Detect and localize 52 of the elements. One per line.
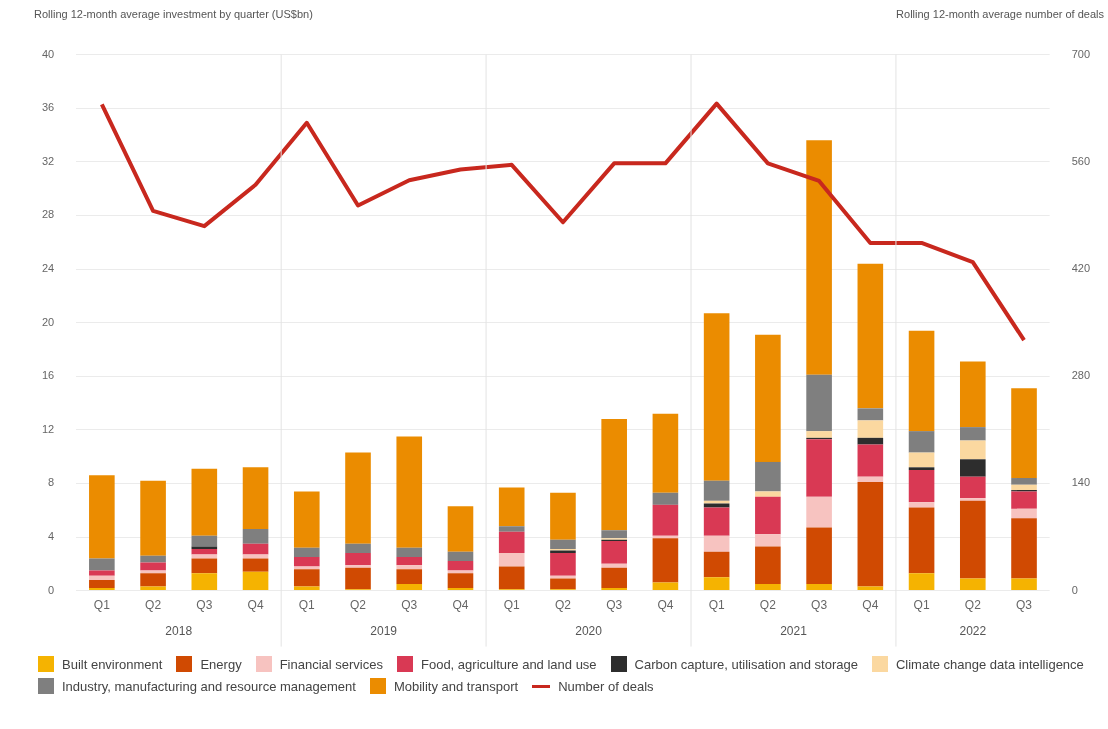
y2-tick-label: 700 [1071, 47, 1091, 60]
x-tick-label: Q2 [145, 598, 162, 613]
y-tick-label: 28 [41, 208, 55, 221]
x-tick-label: Q2 [350, 598, 367, 613]
y2-tick-label: 0 [1071, 583, 1078, 596]
text: 2019 [370, 623, 398, 638]
y-axis-title: Rolling 12-month average investment by quarter (US$bn) [34, 8, 313, 20]
legend-label: Climate change data intelligence [895, 656, 1084, 672]
y-tick-label: 24 [41, 262, 55, 275]
y2-tick-label: 560 [1071, 154, 1091, 167]
legend-label: Energy [200, 656, 242, 672]
x-tick-label: Q3 [811, 598, 828, 613]
y2-tick-label: 420 [1071, 262, 1091, 275]
y-tick-label: 4 [48, 530, 55, 543]
x-tick-label: Q4 [452, 598, 469, 613]
y-tick-label: 20 [41, 315, 55, 328]
x-tick-label: Q1 [708, 598, 725, 613]
y-tick-label: 16 [41, 369, 55, 382]
y-tick-label: 0 [48, 583, 55, 596]
x-tick-label: Q2 [554, 598, 572, 613]
y-tick-label: 36 [41, 101, 55, 114]
y2-tick-label: 140 [1071, 476, 1091, 489]
x-tick-label: Q4 [247, 598, 264, 613]
x-tick-label: Q3 [1016, 598, 1033, 613]
y-tick-label: 32 [41, 154, 55, 167]
legend-label: Mobility and transport [393, 678, 519, 694]
x-tick-label: Q3 [401, 598, 418, 613]
y2-axis-title: Rolling 12-month average number of deals [896, 8, 1104, 20]
x-tick-label: Q1 [93, 598, 111, 613]
legend-label: Food, agriculture and land use [420, 656, 597, 672]
text: 2020 [575, 623, 603, 638]
text: 2022 [959, 623, 987, 638]
x-tick-label: Q3 [606, 598, 623, 613]
x-tick-label: Q2 [964, 598, 982, 613]
text: 2021 [780, 623, 808, 638]
x-tick-label: Q2 [759, 598, 777, 613]
y-tick-label: 12 [41, 422, 55, 435]
text: 2018 [165, 623, 193, 638]
x-tick-label: Q3 [196, 598, 213, 613]
x-tick-label: Q4 [862, 598, 879, 613]
legend-label: Number of deals [558, 678, 654, 694]
legend-label: Carbon capture, utilisation and storage [634, 656, 858, 672]
y-tick-label: 40 [41, 47, 55, 60]
legend-label: Financial services [279, 656, 383, 672]
x-tick-label: Q1 [298, 598, 316, 613]
legend-label: Built environment [62, 656, 163, 672]
y-tick-label: 8 [48, 476, 55, 489]
x-tick-label: Q1 [503, 598, 521, 613]
x-tick-label: Q4 [657, 598, 674, 613]
y2-tick-label: 280 [1071, 369, 1091, 382]
legend-label: Industry, manufacturing and resource management [62, 678, 356, 694]
x-tick-label: Q1 [913, 598, 930, 613]
